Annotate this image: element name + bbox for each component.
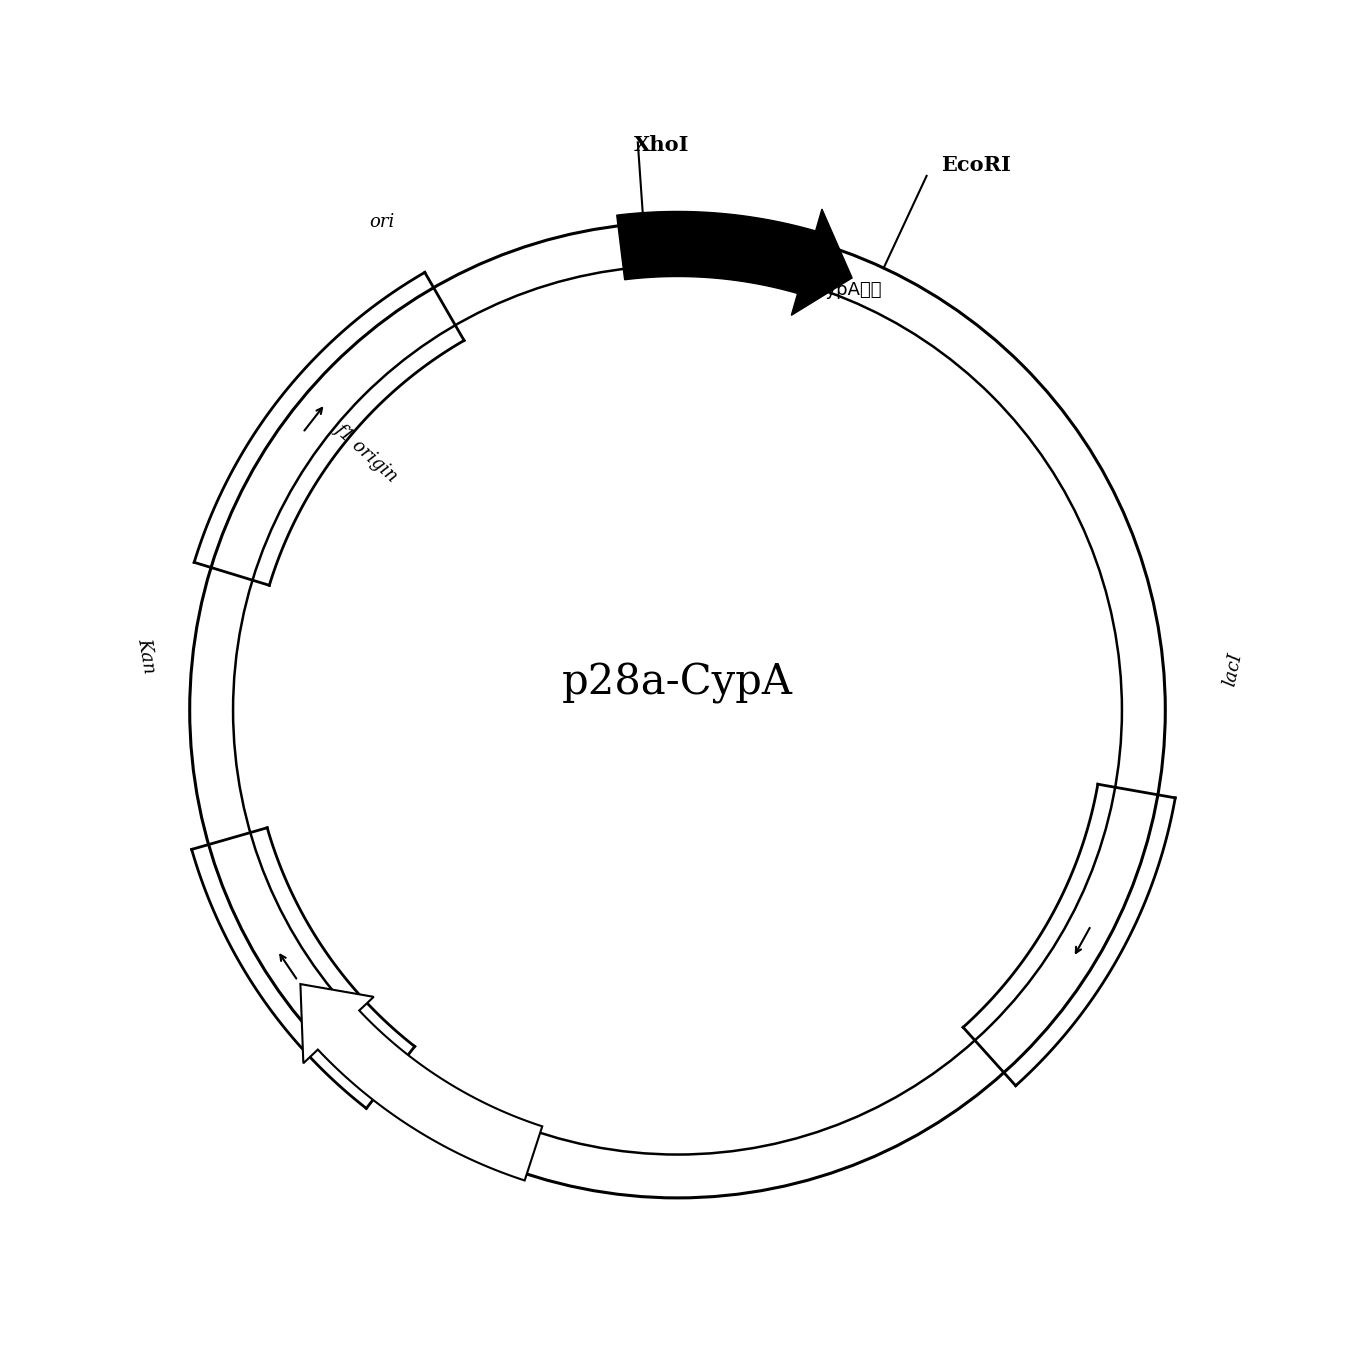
Polygon shape (301, 984, 542, 1180)
Text: CypA基因: CypA基因 (813, 281, 882, 299)
Text: p28a-CypA: p28a-CypA (562, 663, 793, 703)
Text: XhoI: XhoI (634, 134, 688, 154)
Text: EcoRI: EcoRI (940, 154, 1011, 175)
Text: lacI: lacI (1221, 652, 1245, 688)
Text: f1 origin: f1 origin (331, 419, 401, 485)
Polygon shape (617, 209, 852, 316)
Text: ori: ori (370, 213, 394, 231)
Text: Kan: Kan (134, 637, 159, 675)
